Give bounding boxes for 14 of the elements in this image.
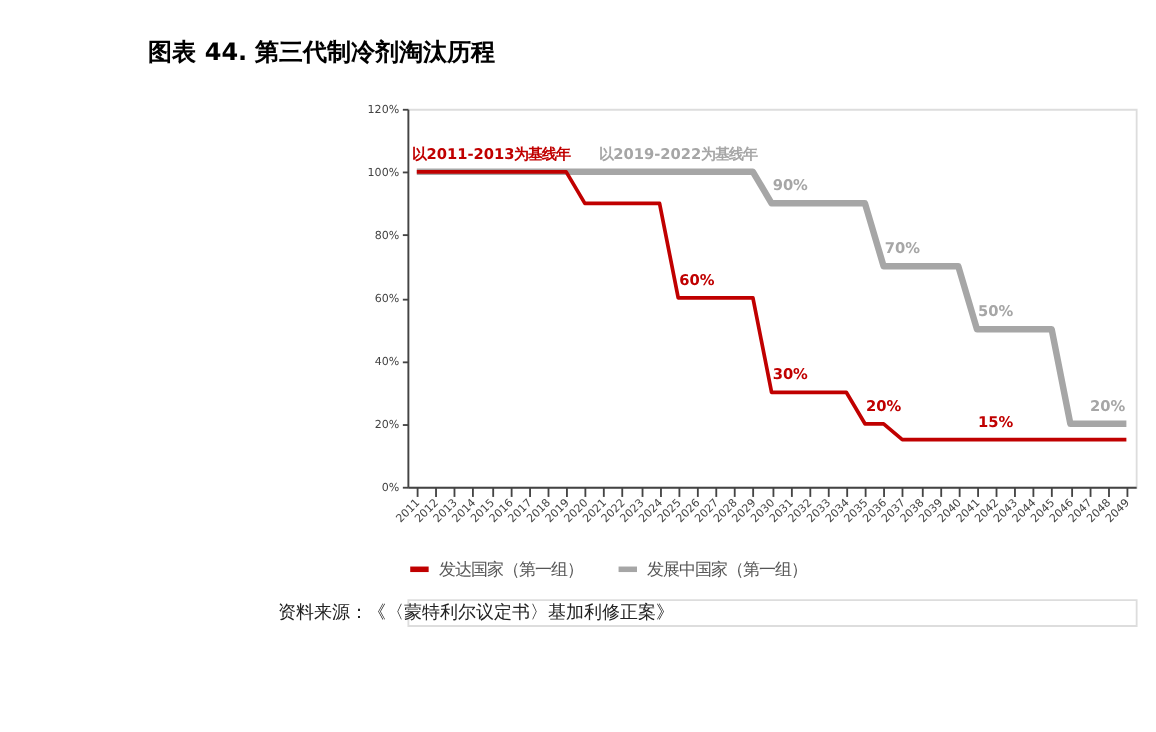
annotation: 90%: [772, 176, 810, 195]
annotation: 30%: [772, 365, 810, 384]
annotation: 以2019-2022为基线年: [599, 144, 758, 163]
annotation: 20%: [1090, 396, 1127, 415]
annotation: 20%: [866, 396, 903, 415]
chart-title: 图表 44. 第三代制冷剂淘汰历程: [148, 37, 496, 66]
annotation: 50%: [978, 302, 1015, 321]
legend-label: 发展中国家（第一组）: [647, 558, 808, 579]
annotation: 以2011-2013为基线年: [412, 144, 571, 163]
annotation: 15%: [978, 412, 1015, 431]
legend-label: 发达国家（第一组）: [438, 558, 583, 579]
annotation: 60%: [679, 270, 716, 289]
text: 资料来源：《〈蒙特利尔议定书〉基加利修正案》: [278, 601, 675, 624]
annotation: 70%: [884, 239, 922, 258]
